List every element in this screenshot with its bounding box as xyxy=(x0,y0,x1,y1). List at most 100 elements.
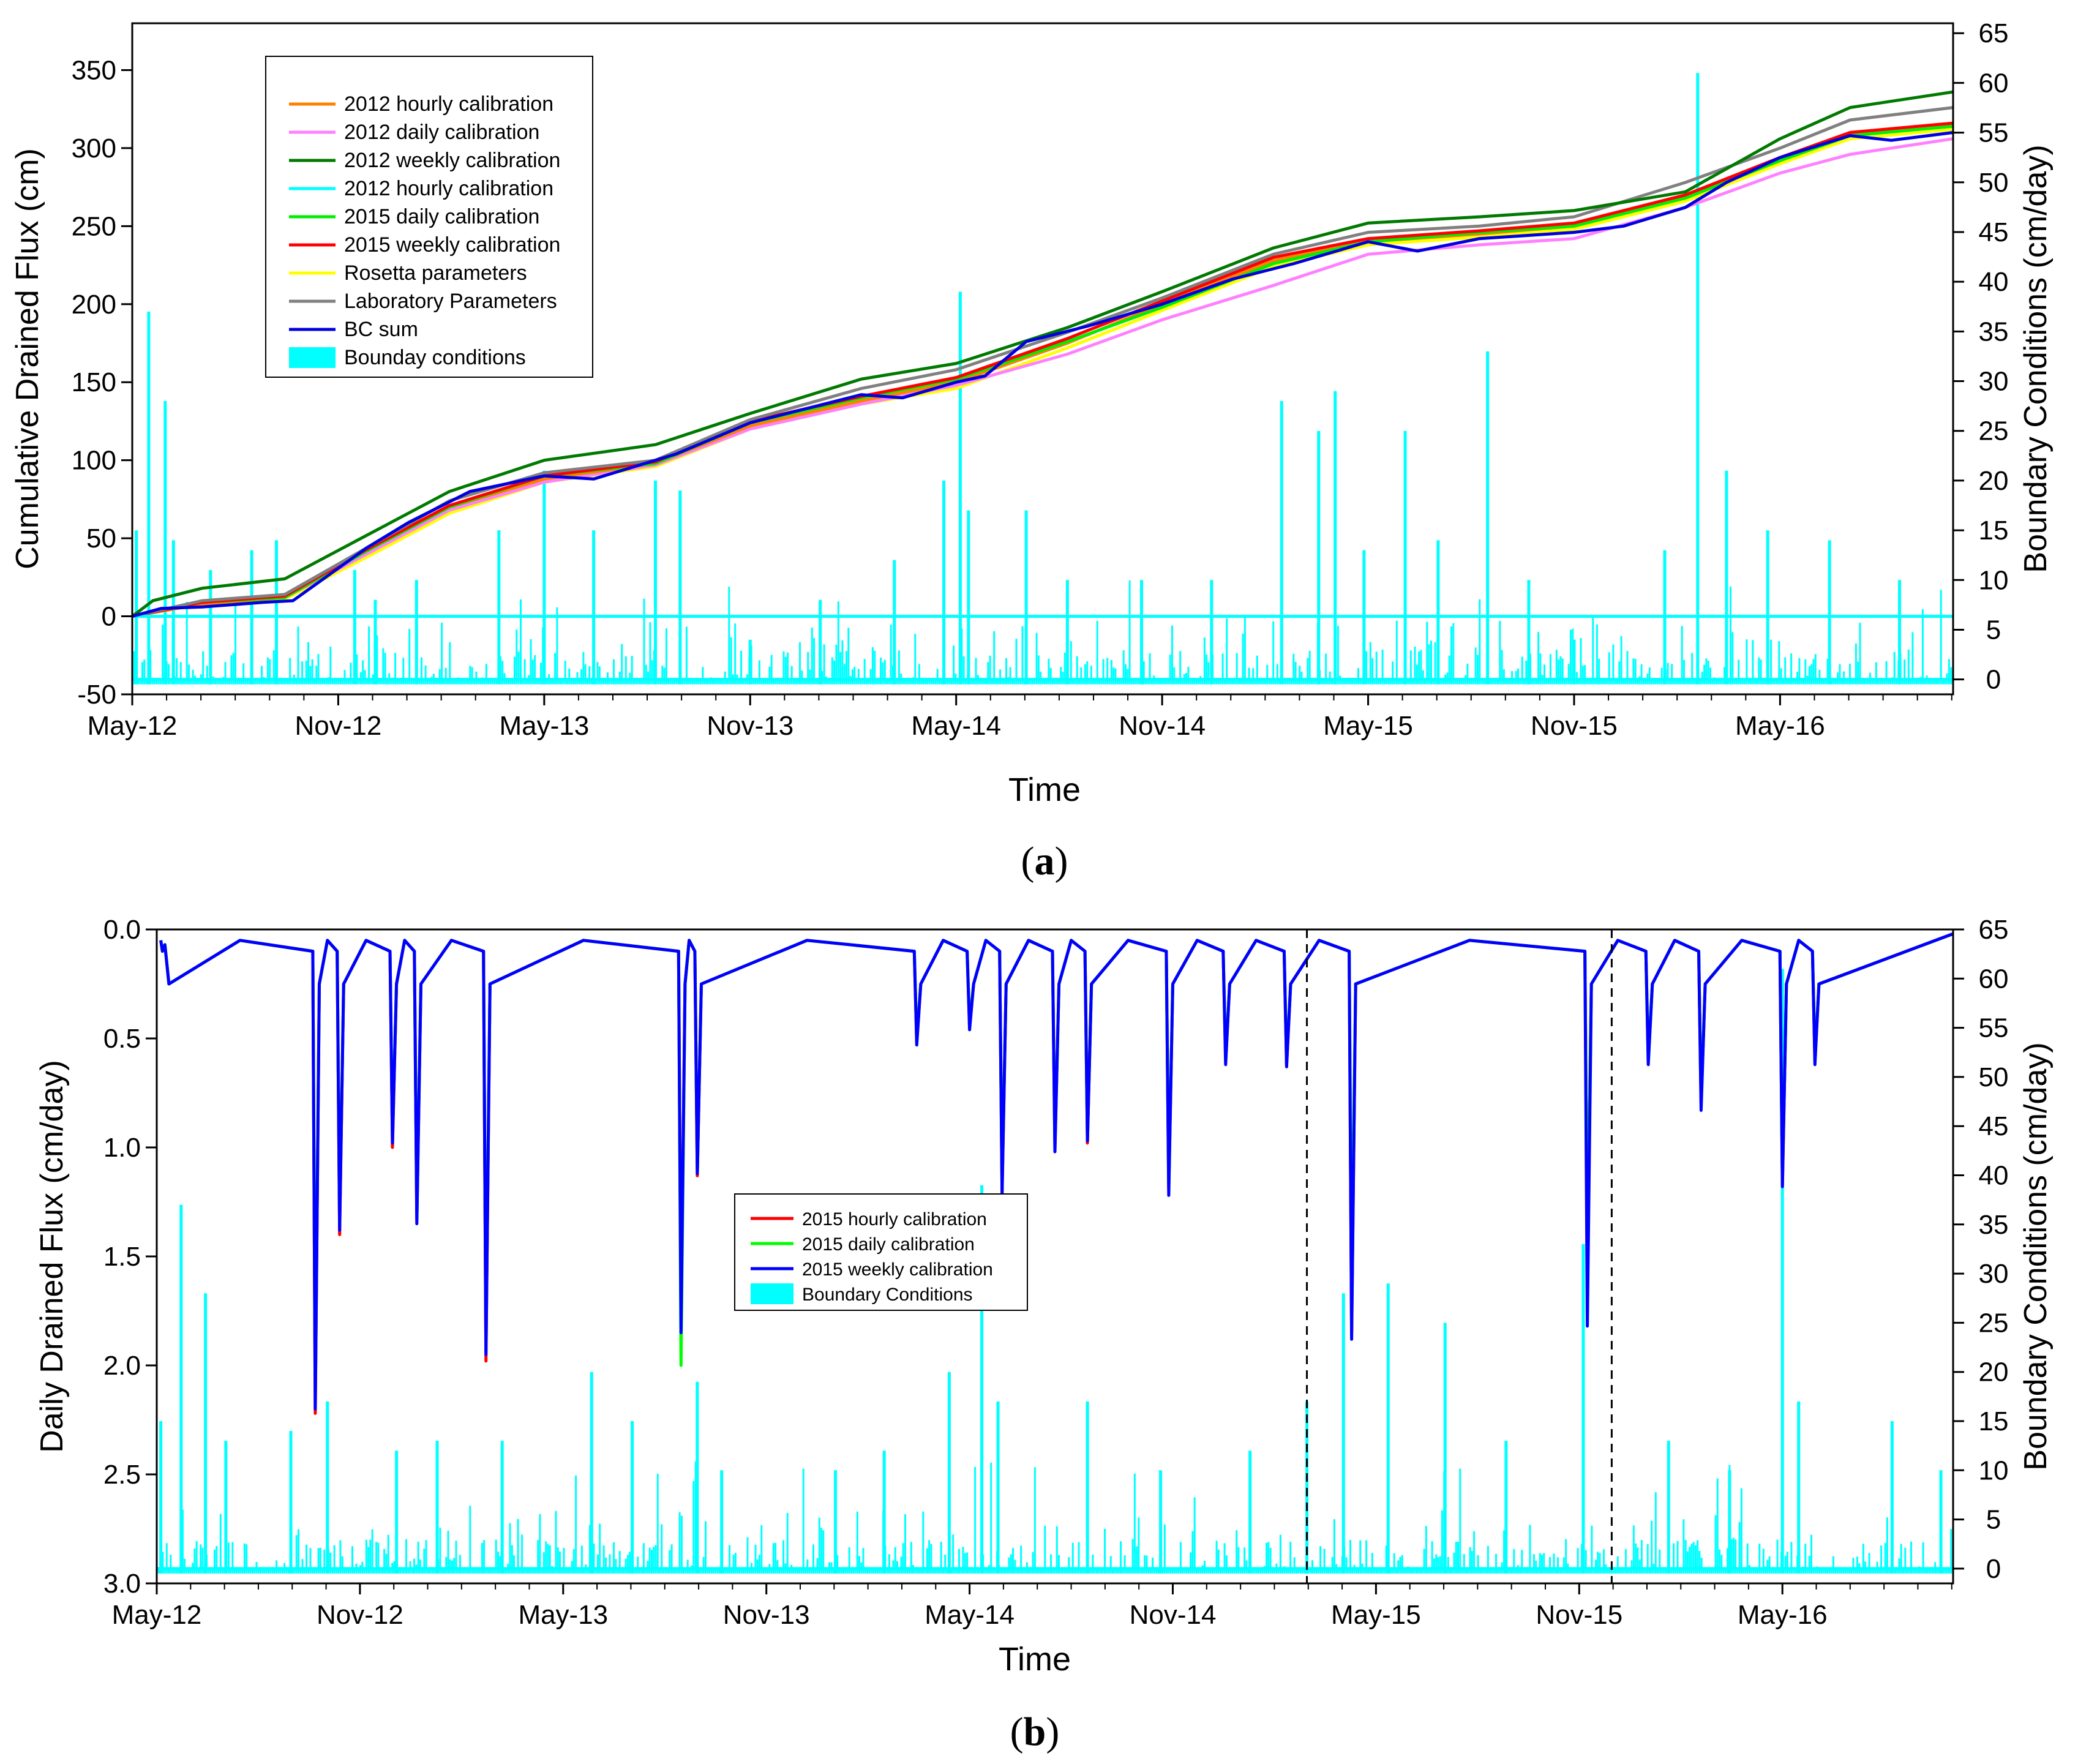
b-x-axis-title: Time xyxy=(999,1641,1071,1678)
b-legend: 2015 hourly calibration 2015 daily calibr… xyxy=(734,1193,1028,1311)
b-x-tick-label: Nov-12 xyxy=(317,1600,403,1630)
a-y-tick-label-left: 150 xyxy=(72,367,116,397)
b-y-tick-label-right: 40 xyxy=(1979,1161,2009,1191)
a-y-tick-label-left: -50 xyxy=(77,680,116,710)
a-y-tick-label-right: 0 xyxy=(1986,665,2001,695)
a-legend-label: 2012 weekly calibration xyxy=(344,149,560,172)
a-legend-label: 2012 hourly calibration xyxy=(344,177,553,200)
b-y-tick-label-right: 30 xyxy=(1979,1259,2009,1289)
b-y-tick-label-right: 65 xyxy=(1979,915,2009,945)
a-y-tick-label-right: 10 xyxy=(1979,565,2009,595)
a-x-axis-title: Time xyxy=(1008,771,1081,808)
b-y-tick-label-left: 3.0 xyxy=(103,1569,141,1599)
a-y-tick-label-left: 0 xyxy=(102,602,116,632)
b-y-tick-label-right: 0 xyxy=(1986,1554,2001,1584)
a-x-tick-label: May-15 xyxy=(1323,711,1413,741)
a-panel-label: (a) xyxy=(1021,839,1068,884)
a-legend: 2012 hourly calibration 2012 daily calibr… xyxy=(265,56,593,378)
a-y-tick-label-left: 200 xyxy=(72,290,116,320)
b-axis-ticks: May-12 Nov-12 May-13 Nov-13 May-14 Nov-14 May-… xyxy=(103,915,2009,1630)
a-x-tick-label: May-12 xyxy=(88,711,178,741)
b-y-tick-label-right: 20 xyxy=(1979,1357,2009,1387)
b-series-line xyxy=(159,932,1954,1411)
a-y-tick-label-right: 35 xyxy=(1979,317,2009,347)
a-boundary-conditions-bars xyxy=(131,73,1954,685)
b-y-tick-label-right: 50 xyxy=(1979,1062,2009,1092)
b-boundary-conditions-bars xyxy=(156,969,1954,1574)
a-y-tick-label-right: 25 xyxy=(1979,416,2009,446)
b-x-tick-label: May-12 xyxy=(112,1600,202,1630)
a-y-tick-label-right: 45 xyxy=(1979,217,2009,247)
a-y-tick-label-left: 300 xyxy=(72,133,116,163)
b-y-tick-label-left: 0.0 xyxy=(103,915,141,945)
a-y-tick-label-left: 350 xyxy=(72,55,116,85)
b-x-tick-label: May-15 xyxy=(1331,1600,1421,1630)
b-y-tick-label-left: 2.0 xyxy=(103,1351,141,1381)
a-x-tick-label: Nov-15 xyxy=(1531,711,1618,741)
a-y-axis-title-left: Cumulative Drained Flux (cm) xyxy=(10,148,45,569)
a-legend-label: Bounday conditions xyxy=(344,346,526,369)
a-plot-frame xyxy=(131,22,1954,696)
b-legend-label: 2015 hourly calibration xyxy=(802,1209,987,1229)
a-legend-label: Laboratory Parameters xyxy=(344,290,557,313)
b-legend-label: 2015 weekly calibration xyxy=(802,1259,993,1280)
a-x-tick-label: Nov-14 xyxy=(1119,711,1206,741)
b-x-tick-label: May-14 xyxy=(925,1600,1015,1630)
b-x-tick-label: Nov-14 xyxy=(1130,1600,1217,1630)
a-y-tick-label-right: 30 xyxy=(1979,367,2009,397)
panel-a-chart: May-12 Nov-12 May-13 Nov-13 May-14 Nov-14 May-… xyxy=(10,18,2054,884)
a-series-line xyxy=(132,130,1954,618)
a-axis-ticks: May-12 Nov-12 May-13 Nov-13 May-14 Nov-14 May-… xyxy=(72,18,2009,741)
b-y-axis-title-left: Daily Drained Flux (cm/day) xyxy=(34,1060,70,1453)
a-x-tick-label: Nov-12 xyxy=(295,711,382,741)
a-y-tick-label-right: 40 xyxy=(1979,267,2009,297)
b-y-axis-title-right: Boundary Conditions (cm/day) xyxy=(2018,1042,2054,1470)
b-series-lines xyxy=(159,932,1954,1415)
b-y-tick-label-right: 60 xyxy=(1979,964,2009,994)
b-x-tick-label: May-13 xyxy=(518,1600,608,1630)
b-y-tick-label-right: 55 xyxy=(1979,1013,2009,1043)
b-legend-label: 2015 daily calibration xyxy=(802,1234,975,1255)
a-y-tick-label-right: 55 xyxy=(1979,118,2009,148)
a-series-lines xyxy=(131,90,1954,618)
b-y-tick-label-left: 1.5 xyxy=(103,1242,141,1272)
b-dashed-markers xyxy=(1306,929,1613,1583)
b-bc-noise xyxy=(156,1461,1954,1574)
b-y-tick-label-right: 45 xyxy=(1979,1111,2009,1141)
a-y-tick-label-right: 65 xyxy=(1979,18,2009,48)
a-legend-label: Rosetta parameters xyxy=(344,261,527,285)
b-y-tick-label-right: 10 xyxy=(1979,1455,2009,1485)
a-y-tick-label-right: 15 xyxy=(1979,516,2009,546)
a-legend-swatch xyxy=(289,347,336,368)
a-y-tick-label-left: 250 xyxy=(72,211,116,241)
a-x-tick-label: May-14 xyxy=(911,711,1001,741)
b-series-line xyxy=(159,932,1954,1378)
a-y-tick-label-right: 20 xyxy=(1979,466,2009,496)
b-x-tick-label: Nov-15 xyxy=(1536,1600,1622,1630)
a-legend-label: 2012 hourly calibration xyxy=(344,92,553,116)
a-bc-noise xyxy=(131,580,1954,685)
b-y-tick-label-right: 15 xyxy=(1979,1406,2009,1436)
a-x-tick-label: Nov-13 xyxy=(707,711,793,741)
b-y-tick-label-right: 25 xyxy=(1979,1308,2009,1338)
a-x-tick-label: May-16 xyxy=(1735,711,1825,741)
b-y-tick-label-right: 35 xyxy=(1979,1210,2009,1240)
b-x-tick-label: May-16 xyxy=(1738,1600,1828,1630)
a-y-tick-label-right: 5 xyxy=(1986,615,2001,645)
b-panel-label: (b) xyxy=(1010,1710,1060,1754)
a-y-tick-label-right: 50 xyxy=(1979,168,2009,198)
panel-b-chart: May-12 Nov-12 May-13 Nov-13 May-14 Nov-14 May-… xyxy=(34,915,2054,1754)
a-y-tick-label-left: 100 xyxy=(72,446,116,476)
a-legend-label: BC sum xyxy=(344,318,418,341)
a-series-line xyxy=(131,90,1954,618)
b-y-tick-label-left: 0.5 xyxy=(103,1024,141,1054)
b-legend-label: Boundary Conditions xyxy=(802,1285,973,1305)
a-y-tick-label-right: 60 xyxy=(1979,68,2009,98)
a-legend-label: 2015 daily calibration xyxy=(344,205,539,228)
b-x-tick-label: Nov-13 xyxy=(723,1600,810,1630)
a-y-axis-title-right: Boundary Conditions (cm/day) xyxy=(2018,144,2054,572)
a-y-tick-label-left: 50 xyxy=(86,524,116,554)
a-x-tick-label: May-13 xyxy=(499,711,589,741)
a-legend-label: 2015 weekly calibration xyxy=(344,233,560,257)
